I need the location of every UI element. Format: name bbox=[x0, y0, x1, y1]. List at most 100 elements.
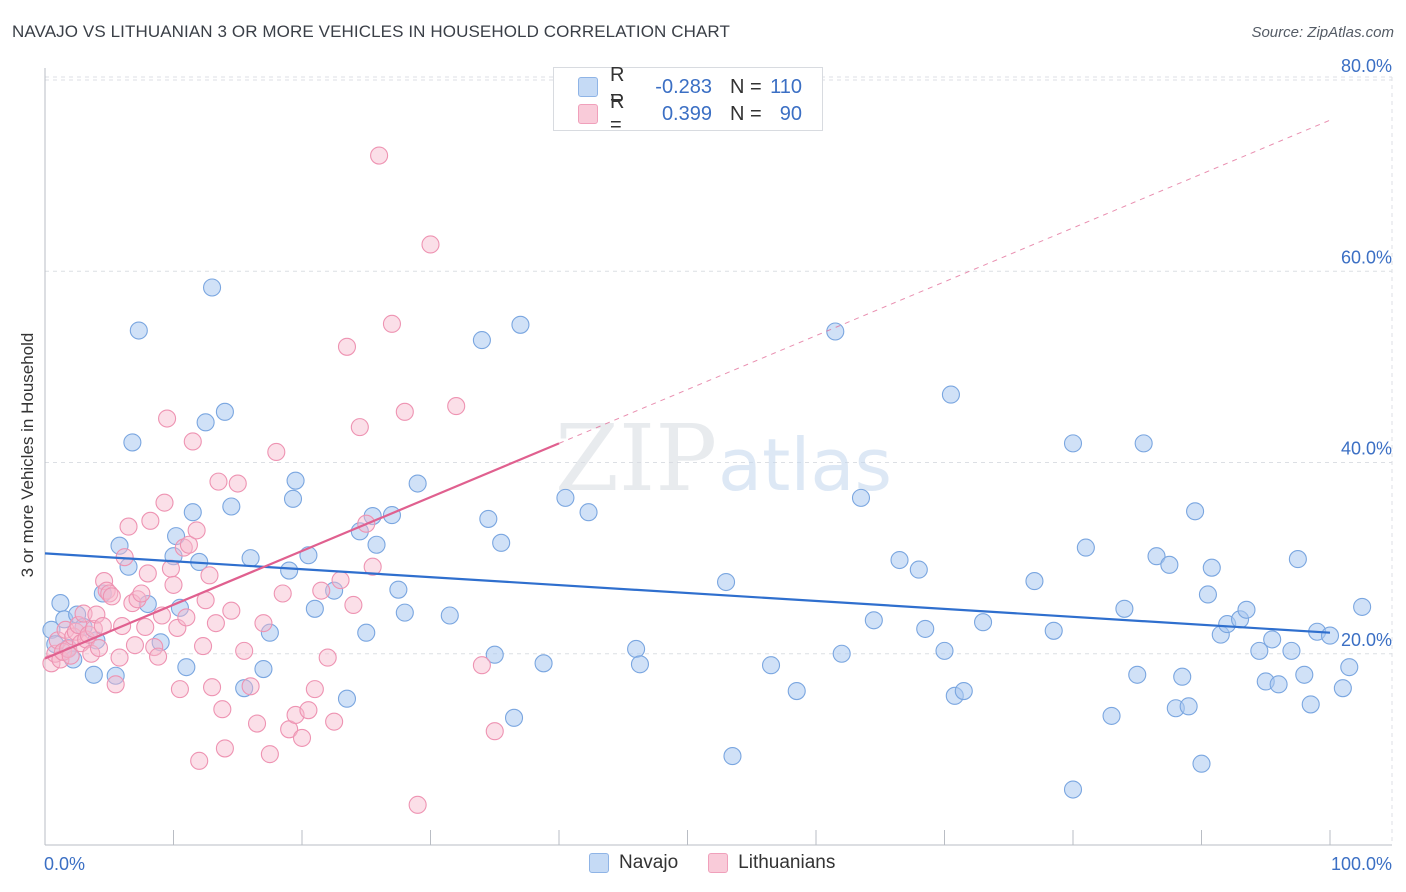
navajo-point bbox=[851, 488, 871, 507]
navajo-point bbox=[337, 689, 357, 708]
navajo-point bbox=[1063, 434, 1083, 453]
navajo-point bbox=[280, 561, 299, 580]
navajo-point bbox=[723, 747, 742, 766]
lithuanian-point bbox=[485, 722, 504, 741]
navajo-point bbox=[305, 599, 324, 618]
lithuanian-n-value: 90 bbox=[779, 102, 802, 125]
lithuanian-point bbox=[74, 604, 93, 623]
navajo-point bbox=[973, 613, 993, 632]
navajo-point bbox=[138, 594, 157, 614]
lithuanian-point bbox=[318, 648, 337, 667]
navajo-point bbox=[1063, 780, 1083, 799]
navajo-point bbox=[286, 471, 305, 490]
navajo-point bbox=[1179, 697, 1198, 716]
lithuanian-n-label: N = bbox=[730, 102, 762, 125]
navajo-point bbox=[183, 503, 202, 522]
lithuanian-point bbox=[447, 397, 466, 416]
x-tick-label: 100.0% bbox=[1331, 854, 1392, 874]
lithuanian-point bbox=[100, 584, 119, 603]
navajo-point bbox=[1192, 754, 1211, 773]
navajo-point bbox=[196, 413, 215, 432]
navajo-point bbox=[1263, 630, 1282, 649]
navajo-point bbox=[254, 659, 273, 679]
lithuanian-r-label: R = bbox=[610, 91, 625, 136]
y-tick-label: 80.0% bbox=[1341, 56, 1392, 76]
legend-row-navajo: R = -0.283 N = 110 bbox=[578, 64, 802, 109]
navajo-point bbox=[84, 665, 103, 684]
axes bbox=[44, 68, 1392, 846]
lithuanian-point bbox=[141, 511, 160, 530]
navajo-point bbox=[472, 331, 491, 350]
navajo-point bbox=[177, 658, 196, 677]
lithuanian-point bbox=[155, 493, 174, 512]
navajo-legend-label: Navajo bbox=[619, 852, 679, 873]
navajo-point bbox=[241, 549, 260, 568]
navajo-point bbox=[492, 533, 511, 552]
lithuanian-point bbox=[170, 680, 189, 699]
navajo-point bbox=[1147, 547, 1166, 566]
navajo-point bbox=[890, 550, 909, 570]
navajo-point bbox=[123, 433, 142, 452]
navajo-point bbox=[935, 641, 954, 660]
navajo-legend-swatch bbox=[589, 853, 609, 873]
navajo-point bbox=[1320, 626, 1340, 645]
lithuanian-point bbox=[136, 617, 155, 637]
lithuanian-point bbox=[97, 581, 116, 600]
navajo-swatch bbox=[578, 77, 598, 97]
lithuanian-point bbox=[158, 409, 177, 428]
navajo-point bbox=[1044, 621, 1063, 640]
chart-title: NAVAJO VS LITHUANIAN 3 OR MORE VEHICLES … bbox=[12, 22, 730, 41]
lithuanian-swatch bbox=[578, 104, 598, 124]
navajo-point bbox=[864, 611, 883, 630]
lithuanian-point bbox=[161, 559, 180, 578]
navajo-point bbox=[1186, 502, 1205, 521]
lithuanian-point bbox=[267, 442, 286, 462]
navajo-point bbox=[1076, 538, 1095, 557]
y-tick-label: 40.0% bbox=[1341, 439, 1392, 459]
navajo-point bbox=[235, 679, 254, 698]
lithuanian-point bbox=[125, 636, 144, 655]
tick-labels: 20.0% 40.0% 60.0% 80.0% 0.0% 100.0% bbox=[44, 56, 1392, 874]
watermark: ZIP atlas bbox=[555, 405, 892, 512]
lithuanian-point bbox=[247, 714, 267, 733]
lithuanian-point bbox=[228, 474, 247, 493]
lithuanian-points bbox=[42, 146, 504, 814]
navajo-trend-line bbox=[44, 552, 1331, 634]
navajo-point bbox=[630, 655, 650, 674]
y-tick-label: 20.0% bbox=[1341, 630, 1392, 650]
lithuanian-point bbox=[87, 605, 106, 624]
navajo-point bbox=[1115, 599, 1134, 618]
lithuanian-point bbox=[89, 638, 109, 658]
navajo-point bbox=[1353, 597, 1372, 616]
navajo-point bbox=[51, 594, 70, 613]
navajo-point bbox=[579, 503, 598, 522]
lithuanian-point bbox=[200, 566, 219, 585]
navajo-point bbox=[1333, 679, 1352, 698]
navajo-point bbox=[283, 489, 303, 508]
trend-lines bbox=[44, 119, 1331, 660]
lithuanian-point bbox=[177, 608, 196, 627]
navajo-point bbox=[1160, 555, 1179, 574]
lithuanian-point bbox=[194, 637, 213, 656]
watermark-zip: ZIP bbox=[555, 405, 717, 512]
navajo-point bbox=[260, 623, 279, 642]
navajo-point bbox=[479, 509, 498, 528]
navajo-point bbox=[110, 536, 129, 555]
navajo-point bbox=[357, 623, 376, 642]
navajo-point bbox=[1288, 550, 1307, 569]
lithuanian-point bbox=[382, 314, 402, 333]
lithuanian-point bbox=[421, 235, 440, 254]
lithuanian-point bbox=[102, 587, 121, 606]
navajo-point bbox=[787, 681, 806, 701]
y-axis-label: 3 or more Vehicles in Household bbox=[18, 332, 37, 578]
legend-item-navajo[interactable]: Navajo bbox=[589, 852, 678, 874]
lithuanian-point bbox=[164, 575, 183, 594]
source-label: Source: ZipAtlas.com bbox=[1251, 24, 1394, 41]
navajo-point bbox=[1025, 572, 1044, 591]
lithuanian-point bbox=[110, 648, 129, 667]
navajo-point bbox=[1295, 665, 1314, 684]
legend-item-lithuanian[interactable]: Lithuanians bbox=[708, 852, 835, 874]
x-tick-label: 0.0% bbox=[44, 854, 85, 874]
lithuanian-point bbox=[174, 538, 193, 557]
